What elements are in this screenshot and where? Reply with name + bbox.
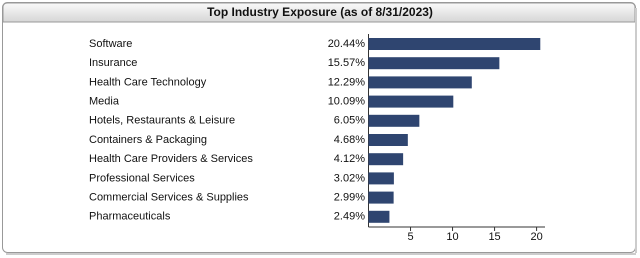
bar bbox=[368, 153, 404, 166]
value-label: 4.68% bbox=[334, 134, 365, 146]
bar bbox=[368, 76, 472, 89]
value-label: 15.57% bbox=[328, 57, 366, 69]
category-label: Pharmaceuticals bbox=[89, 211, 171, 223]
x-tick-label: 15 bbox=[488, 231, 500, 243]
value-label: 20.44% bbox=[328, 38, 366, 50]
category-label: Media bbox=[89, 96, 120, 108]
value-label: 6.05% bbox=[334, 115, 365, 127]
x-tick-label: 10 bbox=[446, 231, 458, 243]
x-tick-label: 20 bbox=[530, 231, 542, 243]
category-label: Professional Services bbox=[89, 172, 195, 184]
category-label: Containers & Packaging bbox=[89, 134, 207, 146]
bar bbox=[368, 38, 541, 50]
category-label: Health Care Technology bbox=[89, 76, 207, 88]
value-label: 12.29% bbox=[328, 76, 366, 88]
category-label: Hotels, Restaurants & Leisure bbox=[89, 115, 235, 127]
bar bbox=[368, 210, 390, 223]
chart-title: Top Industry Exposure (as of 8/31/2023) bbox=[207, 5, 433, 19]
bar bbox=[368, 172, 394, 185]
value-label: 2.99% bbox=[334, 192, 365, 204]
category-label: Software bbox=[89, 38, 132, 50]
category-label: Health Care Providers & Services bbox=[89, 153, 253, 165]
bar bbox=[368, 95, 454, 108]
bar bbox=[368, 57, 500, 70]
value-label: 10.09% bbox=[328, 96, 366, 108]
category-label: Commercial Services & Supplies bbox=[89, 192, 249, 204]
header-bar bbox=[2, 2, 636, 23]
bar bbox=[368, 114, 420, 127]
bar bbox=[368, 191, 394, 204]
value-label: 3.02% bbox=[334, 172, 365, 184]
category-label: Insurance bbox=[89, 57, 137, 69]
bar bbox=[368, 134, 408, 146]
value-label: 2.49% bbox=[334, 211, 365, 223]
value-label: 4.12% bbox=[334, 153, 365, 165]
x-tick-label: 5 bbox=[407, 231, 413, 243]
